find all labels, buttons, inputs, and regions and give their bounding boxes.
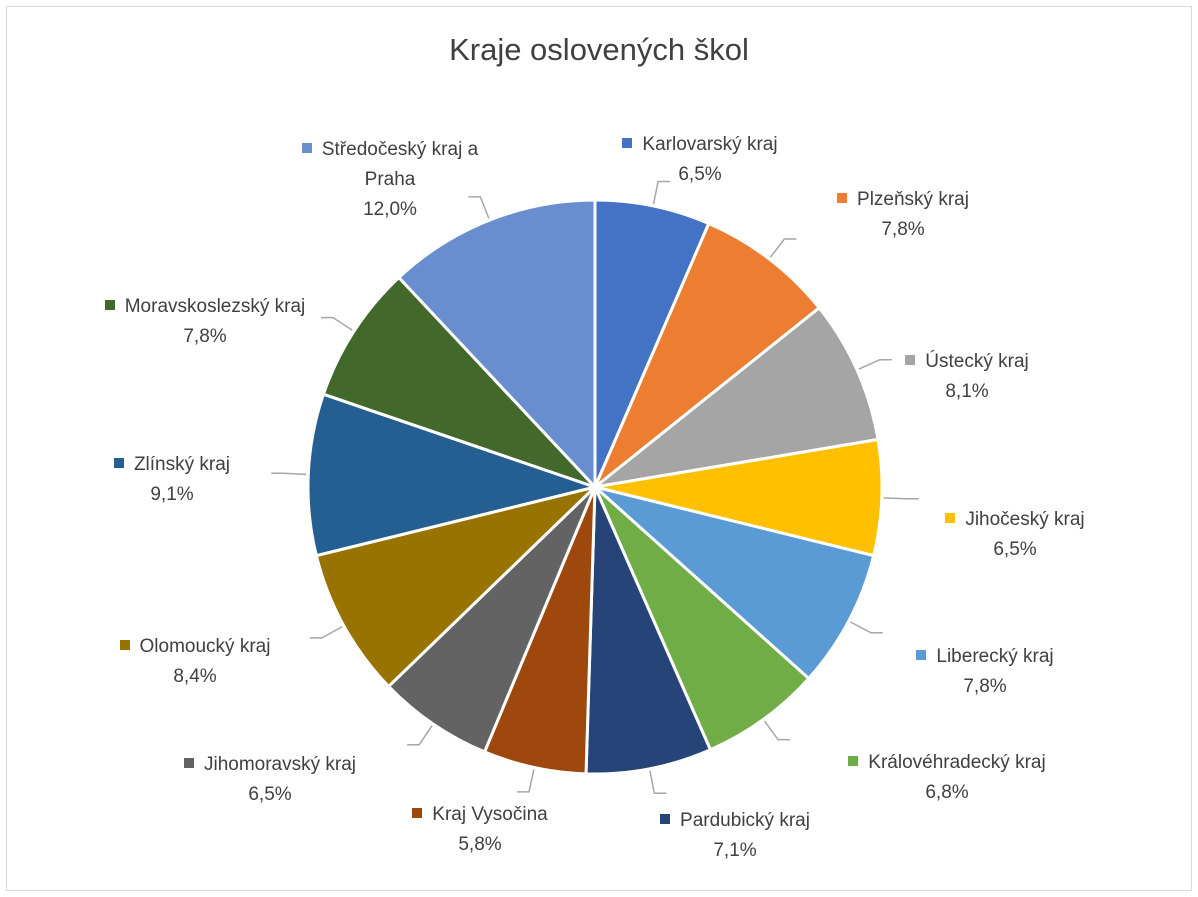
data-label: Jihomoravský kraj 6,5% [150, 750, 390, 810]
data-label: Jihočeský kraj 6,5% [905, 505, 1125, 565]
legend-key [113, 458, 124, 468]
category-label: Plzeňský kraj [857, 189, 969, 210]
value-label: 7,8% [881, 219, 925, 240]
category-label: Moravskoslezský kraj [124, 296, 306, 317]
pie-slice [386, 485, 597, 754]
value-label: 12,0% [363, 199, 417, 220]
data-label: Plzeňský kraj 7,8% [793, 185, 1013, 245]
chart-title: Kraje oslovených škol [449, 32, 749, 67]
data-label: Kraj Vysočina 5,8% [370, 800, 590, 860]
data-label: Královéhradecký kraj 6,8% [817, 748, 1077, 808]
legend-key [183, 758, 194, 768]
category-label: Středočeský kraj a Praha [321, 139, 479, 190]
pie-slice [594, 437, 884, 558]
category-label: Olomoucký kraj [139, 636, 271, 657]
legend-key [660, 814, 671, 824]
data-label: Ústecký kraj 8,1% [857, 347, 1077, 407]
leader-line [883, 497, 919, 500]
pie-slice [589, 305, 880, 490]
leader-line [309, 626, 343, 639]
legend-key [301, 143, 312, 153]
legend-key [412, 808, 423, 818]
value-label: 7,8% [963, 676, 1007, 697]
value-label: 7,1% [713, 840, 757, 861]
leader-line [649, 770, 667, 795]
pie-slice [593, 485, 811, 752]
data-label: Středočeský kraj a Praha 12,0% [290, 135, 490, 225]
category-label: Zlínský kraj [133, 454, 231, 475]
legend-key [916, 650, 927, 660]
pie-slice [593, 485, 876, 681]
leader-line [468, 196, 490, 219]
value-label: 5,8% [458, 834, 502, 855]
legend-key [848, 756, 859, 766]
value-label: 6,8% [925, 782, 969, 803]
leader-line [850, 621, 883, 634]
legend-key [905, 355, 916, 365]
leader-line [516, 769, 535, 793]
pie-slice [584, 486, 713, 776]
legend-key [119, 640, 130, 650]
leader-line [763, 720, 791, 741]
leader-line [652, 180, 671, 205]
legend-key [945, 513, 956, 523]
pie-slice [321, 275, 597, 489]
category-label: Pardubický kraj [680, 810, 810, 831]
value-label: 7,8% [183, 326, 227, 347]
category-label: Karlovarský kraj [642, 134, 778, 155]
leader-line [320, 316, 353, 331]
pie-slice [593, 221, 822, 489]
leader-line [858, 358, 892, 370]
legend-key [104, 300, 115, 310]
value-label: 8,1% [945, 381, 989, 402]
pie-slice [593, 198, 711, 488]
category-label: Ústecký kraj [925, 351, 1029, 372]
data-label: Olomoucký kraj 8,4% [85, 632, 305, 692]
data-label: Pardubický kraj 7,1% [615, 806, 855, 866]
category-label: Jihomoravský kraj [203, 754, 357, 775]
category-label: Jihočeský kraj [965, 509, 1085, 530]
data-label: Karlovarský kraj 6,5% [590, 130, 810, 190]
leader-line [271, 472, 307, 476]
category-label: Liberecký kraj [936, 646, 1054, 667]
legend-key [622, 138, 633, 148]
leader-line [407, 725, 433, 746]
category-label: Kraj Vysočina [432, 804, 548, 825]
value-label: 6,5% [248, 784, 292, 805]
pie-slice [396, 198, 597, 491]
value-label: 6,5% [993, 539, 1037, 560]
value-label: 6,5% [678, 164, 722, 185]
legend-key [837, 193, 848, 203]
value-label: 8,4% [173, 666, 217, 687]
leader-line [769, 238, 797, 258]
pie-slice [314, 484, 601, 689]
value-label: 9,1% [150, 484, 194, 505]
data-label: Zlínský kraj 9,1% [62, 450, 282, 510]
pie-slice [306, 392, 601, 558]
data-label: Liberecký kraj 7,8% [875, 642, 1095, 702]
data-label: Moravskoslezský kraj 7,8% [75, 292, 335, 352]
category-label: Královéhradecký kraj [868, 752, 1046, 773]
chart-frame [6, 6, 1192, 891]
